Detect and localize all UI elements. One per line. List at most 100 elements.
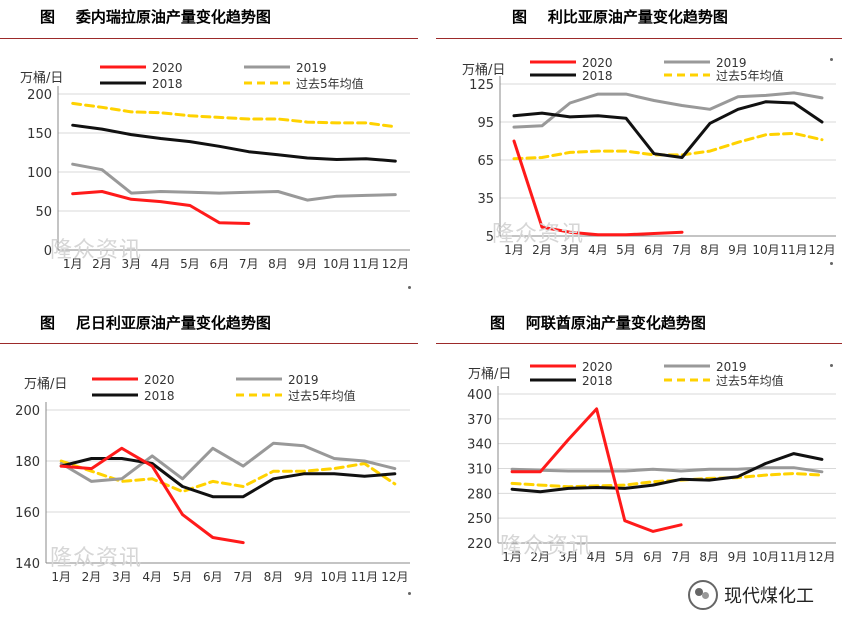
legend-label: 过去5年均值 bbox=[288, 388, 356, 403]
data-point bbox=[597, 93, 599, 95]
data-point bbox=[736, 476, 738, 478]
y-tick-label: 200 bbox=[27, 88, 52, 103]
data-point bbox=[71, 124, 73, 126]
data-point bbox=[764, 466, 766, 468]
series-line-2019 bbox=[512, 91, 824, 129]
data-point bbox=[736, 468, 738, 470]
data-point bbox=[625, 117, 627, 119]
y-tick-label: 280 bbox=[467, 487, 492, 502]
y-axis-label: 万桶/日 bbox=[24, 377, 67, 392]
y-tick-label: 125 bbox=[469, 78, 494, 93]
data-point bbox=[189, 140, 191, 142]
data-point bbox=[765, 94, 767, 96]
data-point bbox=[212, 447, 214, 449]
data-point bbox=[708, 468, 710, 470]
data-point bbox=[513, 126, 515, 128]
x-tick-label: 9月 bbox=[728, 243, 748, 257]
data-point bbox=[365, 194, 367, 196]
data-point bbox=[333, 457, 335, 459]
data-point bbox=[189, 115, 191, 117]
data-point bbox=[247, 222, 249, 224]
data-point bbox=[653, 232, 655, 234]
corner-dot bbox=[830, 364, 833, 367]
data-point bbox=[597, 150, 599, 152]
data-point bbox=[394, 160, 396, 162]
data-point bbox=[764, 474, 766, 476]
data-point bbox=[242, 465, 244, 467]
y-tick-label: 220 bbox=[467, 537, 492, 552]
data-point bbox=[765, 133, 767, 135]
data-point bbox=[242, 541, 244, 543]
data-point bbox=[151, 478, 153, 480]
data-point bbox=[303, 473, 305, 475]
data-point bbox=[90, 480, 92, 482]
data-point bbox=[821, 471, 823, 473]
data-point bbox=[652, 484, 654, 486]
corner-dot bbox=[830, 58, 833, 61]
legend-label: 2019 bbox=[716, 360, 747, 374]
y-tick-label: 100 bbox=[27, 166, 52, 181]
data-point bbox=[513, 114, 515, 116]
data-point bbox=[625, 93, 627, 95]
data-point bbox=[513, 140, 515, 142]
data-point bbox=[511, 488, 513, 490]
x-tick-label: 3月 bbox=[559, 550, 579, 564]
x-tick-label: 10月 bbox=[323, 257, 350, 271]
data-point bbox=[569, 116, 571, 118]
series-line-2020 bbox=[512, 139, 684, 237]
data-point bbox=[306, 121, 308, 123]
data-point bbox=[181, 485, 183, 487]
data-point bbox=[130, 192, 132, 194]
x-tick-label: 11月 bbox=[780, 243, 807, 257]
data-point bbox=[60, 465, 62, 467]
data-point bbox=[306, 199, 308, 201]
venezuela-chart: 0 50 100 150 200 1月 2月 3月 4月 5月 6月 7月 8月 9月 10月 11月 12月 万… bbox=[20, 61, 410, 271]
data-point bbox=[764, 462, 766, 464]
data-point bbox=[793, 472, 795, 474]
y-axis-label: 万桶/日 bbox=[468, 367, 511, 382]
x-tick-label: 6月 bbox=[643, 550, 663, 564]
data-point bbox=[539, 484, 541, 486]
legend-label: 2018 bbox=[152, 77, 183, 91]
data-point bbox=[539, 490, 541, 492]
data-point bbox=[151, 455, 153, 457]
data-point bbox=[793, 466, 795, 468]
data-point bbox=[121, 457, 123, 459]
libya-chart: 5 35 65 95 125 1月 2月 3月 4月 5月 6月 7月 8月 9月 10月 11月 12月 万桶/… bbox=[462, 56, 836, 257]
series-line-avg5 bbox=[510, 472, 824, 489]
data-point bbox=[218, 192, 220, 194]
title-rule bbox=[436, 38, 842, 39]
data-point bbox=[708, 479, 710, 481]
data-point bbox=[765, 101, 767, 103]
series-line-2018 bbox=[71, 123, 397, 163]
data-point bbox=[277, 190, 279, 192]
series-line-2019 bbox=[59, 441, 397, 483]
uae-chart: 220 250 280 310 340 370 400 1月 2月 3月 4月 5月 6月 7月 8月 9月 1… bbox=[467, 360, 836, 564]
data-point bbox=[569, 102, 571, 104]
data-point bbox=[101, 128, 103, 130]
data-point bbox=[681, 231, 683, 233]
data-point bbox=[335, 195, 337, 197]
data-point bbox=[242, 496, 244, 498]
data-point bbox=[363, 460, 365, 462]
data-point bbox=[597, 114, 599, 116]
data-point bbox=[335, 122, 337, 124]
data-point bbox=[709, 150, 711, 152]
x-tick-label: 5月 bbox=[616, 243, 636, 257]
data-point bbox=[394, 126, 396, 128]
data-point bbox=[159, 200, 161, 202]
data-point bbox=[652, 481, 654, 483]
data-point bbox=[303, 445, 305, 447]
data-point bbox=[793, 102, 795, 104]
x-tick-label: 10月 bbox=[321, 570, 348, 584]
legend-label: 2020 bbox=[582, 360, 613, 374]
nigeria-chart: 140 160 180 200 1月 2月 3月 4月 5月 6月 7月 8月 9月 10月 11月 12月 万… bbox=[15, 373, 410, 584]
x-tick-label: 12月 bbox=[808, 243, 835, 257]
y-tick-label: 150 bbox=[27, 127, 52, 142]
data-point bbox=[130, 111, 132, 113]
data-point bbox=[541, 125, 543, 127]
legend-label: 过去5年均值 bbox=[296, 76, 364, 91]
series-line-2020 bbox=[510, 407, 683, 533]
data-point bbox=[539, 471, 541, 473]
y-tick-label: 250 bbox=[467, 512, 492, 527]
